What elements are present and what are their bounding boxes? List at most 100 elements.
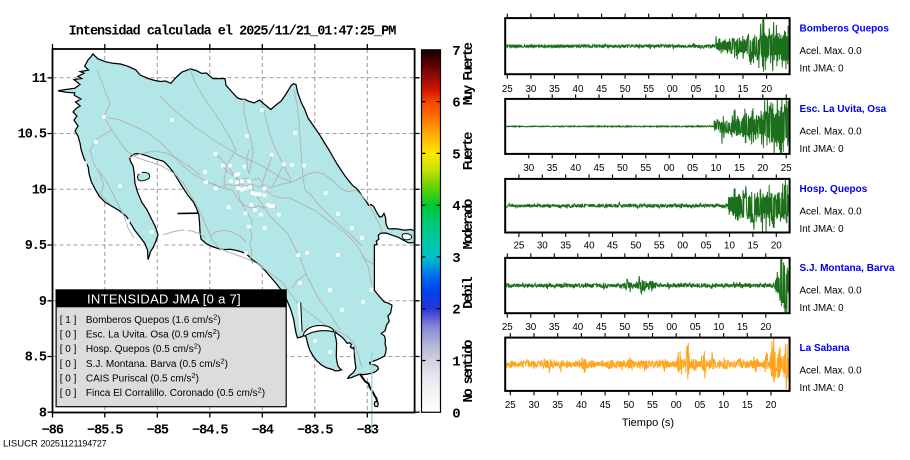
svg-text:10: 10 bbox=[32, 184, 47, 199]
svg-text:30: 30 bbox=[523, 163, 534, 174]
svg-text:40: 40 bbox=[584, 241, 595, 252]
svg-text:[ 1 ]Bomberos Quepos (1.6 cm/s: [ 1 ] Bomberos Quepos (1.6 cm/s2) bbox=[60, 313, 221, 327]
svg-text:45: 45 bbox=[594, 163, 605, 174]
svg-text:25: 25 bbox=[502, 322, 513, 333]
svg-text:6: 6 bbox=[452, 96, 460, 112]
svg-text:5: 5 bbox=[452, 147, 460, 163]
svg-text:35: 35 bbox=[552, 400, 563, 411]
svg-text:−84.5: −84.5 bbox=[192, 424, 228, 439]
svg-text:7: 7 bbox=[452, 44, 460, 60]
svg-text:−83.5: −83.5 bbox=[297, 424, 333, 439]
svg-text:55: 55 bbox=[647, 400, 658, 411]
svg-text:25: 25 bbox=[513, 241, 524, 252]
svg-text:Acel. Max. 0.0: Acel. Max. 0.0 bbox=[800, 365, 863, 376]
svg-text:00: 00 bbox=[671, 400, 682, 411]
svg-text:9: 9 bbox=[39, 295, 47, 310]
svg-text:05: 05 bbox=[694, 400, 705, 411]
svg-text:Int JMA: 0: Int JMA: 0 bbox=[800, 63, 845, 74]
svg-text:Acel. Max. 0.0: Acel. Max. 0.0 bbox=[800, 127, 863, 138]
svg-text:4: 4 bbox=[452, 199, 460, 215]
svg-text:20: 20 bbox=[771, 241, 782, 252]
svg-text:20: 20 bbox=[766, 400, 777, 411]
svg-text:−84: −84 bbox=[252, 424, 274, 439]
svg-text:−83: −83 bbox=[357, 424, 379, 439]
svg-text:00: 00 bbox=[664, 163, 675, 174]
svg-text:55: 55 bbox=[654, 241, 665, 252]
svg-text:25: 25 bbox=[781, 163, 792, 174]
svg-text:−86: −86 bbox=[42, 424, 64, 439]
svg-text:35: 35 bbox=[560, 241, 571, 252]
svg-text:00: 00 bbox=[666, 322, 677, 333]
svg-text:50: 50 bbox=[619, 322, 630, 333]
svg-text:50: 50 bbox=[630, 241, 641, 252]
svg-text:9.5: 9.5 bbox=[25, 239, 47, 254]
svg-text:05: 05 bbox=[687, 163, 698, 174]
svg-text:[ 0 ]CAIS Puriscal (0.5 cm/s2): [ 0 ] CAIS Puriscal (0.5 cm/s2) bbox=[60, 371, 199, 385]
svg-text:Acel. Max. 0.0: Acel. Max. 0.0 bbox=[800, 46, 863, 57]
svg-text:45: 45 bbox=[600, 400, 611, 411]
svg-text:Moderado: Moderado bbox=[462, 199, 477, 250]
svg-text:15: 15 bbox=[742, 400, 753, 411]
svg-text:05: 05 bbox=[690, 322, 701, 333]
svg-text:15: 15 bbox=[738, 84, 749, 95]
svg-text:45: 45 bbox=[596, 322, 607, 333]
svg-text:45: 45 bbox=[607, 241, 618, 252]
svg-text:1: 1 bbox=[452, 355, 460, 371]
svg-text:10: 10 bbox=[718, 400, 729, 411]
svg-text:11: 11 bbox=[32, 72, 47, 87]
svg-text:20: 20 bbox=[760, 322, 771, 333]
svg-text:35: 35 bbox=[547, 163, 558, 174]
svg-text:Fuerte: Fuerte bbox=[462, 132, 477, 171]
svg-text:[ 0 ]Hosp. Quepos (0.5 cm/s2): [ 0 ] Hosp. Quepos (0.5 cm/s2) bbox=[60, 342, 202, 356]
svg-text:Int JMA: 0: Int JMA: 0 bbox=[800, 383, 845, 394]
svg-text:Hosp. Quepos: Hosp. Quepos bbox=[800, 184, 868, 195]
svg-text:Tiempo (s): Tiempo (s) bbox=[622, 417, 674, 429]
svg-text:Int JMA: 0: Int JMA: 0 bbox=[800, 303, 845, 314]
svg-text:S.J. Montana, Barva: S.J. Montana, Barva bbox=[800, 263, 895, 274]
svg-text:00: 00 bbox=[667, 84, 678, 95]
svg-text:30: 30 bbox=[537, 241, 548, 252]
svg-text:40: 40 bbox=[573, 84, 584, 95]
svg-text:Bomberos Quepos: Bomberos Quepos bbox=[800, 23, 890, 34]
svg-text:Acel. Max. 0.0: Acel. Max. 0.0 bbox=[800, 286, 863, 297]
svg-text:10: 10 bbox=[714, 84, 725, 95]
svg-text:10.5: 10.5 bbox=[18, 128, 47, 143]
svg-text:15: 15 bbox=[737, 322, 748, 333]
svg-text:15: 15 bbox=[747, 241, 758, 252]
svg-text:[ 0 ]S.J. Montana. Barva (0.5: [ 0 ] S.J. Montana. Barva (0.5 cm/s2) bbox=[60, 356, 228, 370]
svg-text:No sentido: No sentido bbox=[462, 340, 477, 403]
svg-text:40: 40 bbox=[570, 163, 581, 174]
svg-text:Intensidad calculada el 2025/1: Intensidad calculada el 2025/11/21_01:47… bbox=[69, 25, 397, 40]
svg-text:−85: −85 bbox=[147, 424, 169, 439]
svg-text:40: 40 bbox=[572, 322, 583, 333]
svg-text:05: 05 bbox=[690, 84, 701, 95]
svg-text:10: 10 bbox=[713, 322, 724, 333]
svg-text:Int JMA: 0: Int JMA: 0 bbox=[800, 144, 845, 155]
svg-text:00: 00 bbox=[677, 241, 688, 252]
svg-text:[ 0 ]Esc. La Uvita. Osa (0.9 c: [ 0 ] Esc. La Uvita. Osa (0.9 cm/s2) bbox=[60, 327, 220, 341]
svg-text:35: 35 bbox=[549, 322, 560, 333]
svg-text:8: 8 bbox=[39, 406, 47, 421]
svg-text:20: 20 bbox=[761, 84, 772, 95]
svg-text:25: 25 bbox=[505, 400, 516, 411]
svg-text:40: 40 bbox=[576, 400, 587, 411]
svg-text:35: 35 bbox=[549, 84, 560, 95]
svg-text:15: 15 bbox=[734, 163, 745, 174]
svg-text:10: 10 bbox=[711, 163, 722, 174]
svg-text:8.5: 8.5 bbox=[25, 351, 47, 366]
svg-text:INTENSIDAD JMA [0 a 7]: INTENSIDAD JMA [0 a 7] bbox=[87, 292, 241, 307]
svg-text:Debil: Debil bbox=[462, 276, 477, 308]
svg-text:30: 30 bbox=[525, 84, 536, 95]
svg-text:Acel. Max. 0.0: Acel. Max. 0.0 bbox=[800, 207, 863, 218]
svg-text:55: 55 bbox=[643, 322, 654, 333]
svg-text:2: 2 bbox=[452, 303, 460, 319]
svg-text:55: 55 bbox=[640, 163, 651, 174]
svg-text:0: 0 bbox=[452, 406, 460, 422]
svg-text:[ 0 ]Finca El Corralillo. Coro: [ 0 ] Finca El Corralillo. Coronado (0.5 … bbox=[60, 385, 265, 399]
svg-text:LISUCR 20251121194727: LISUCR 20251121194727 bbox=[3, 439, 107, 450]
svg-text:45: 45 bbox=[596, 84, 607, 95]
svg-text:20: 20 bbox=[757, 163, 768, 174]
svg-text:30: 30 bbox=[529, 400, 540, 411]
svg-text:−85.5: −85.5 bbox=[87, 424, 123, 439]
svg-text:25: 25 bbox=[502, 84, 513, 95]
